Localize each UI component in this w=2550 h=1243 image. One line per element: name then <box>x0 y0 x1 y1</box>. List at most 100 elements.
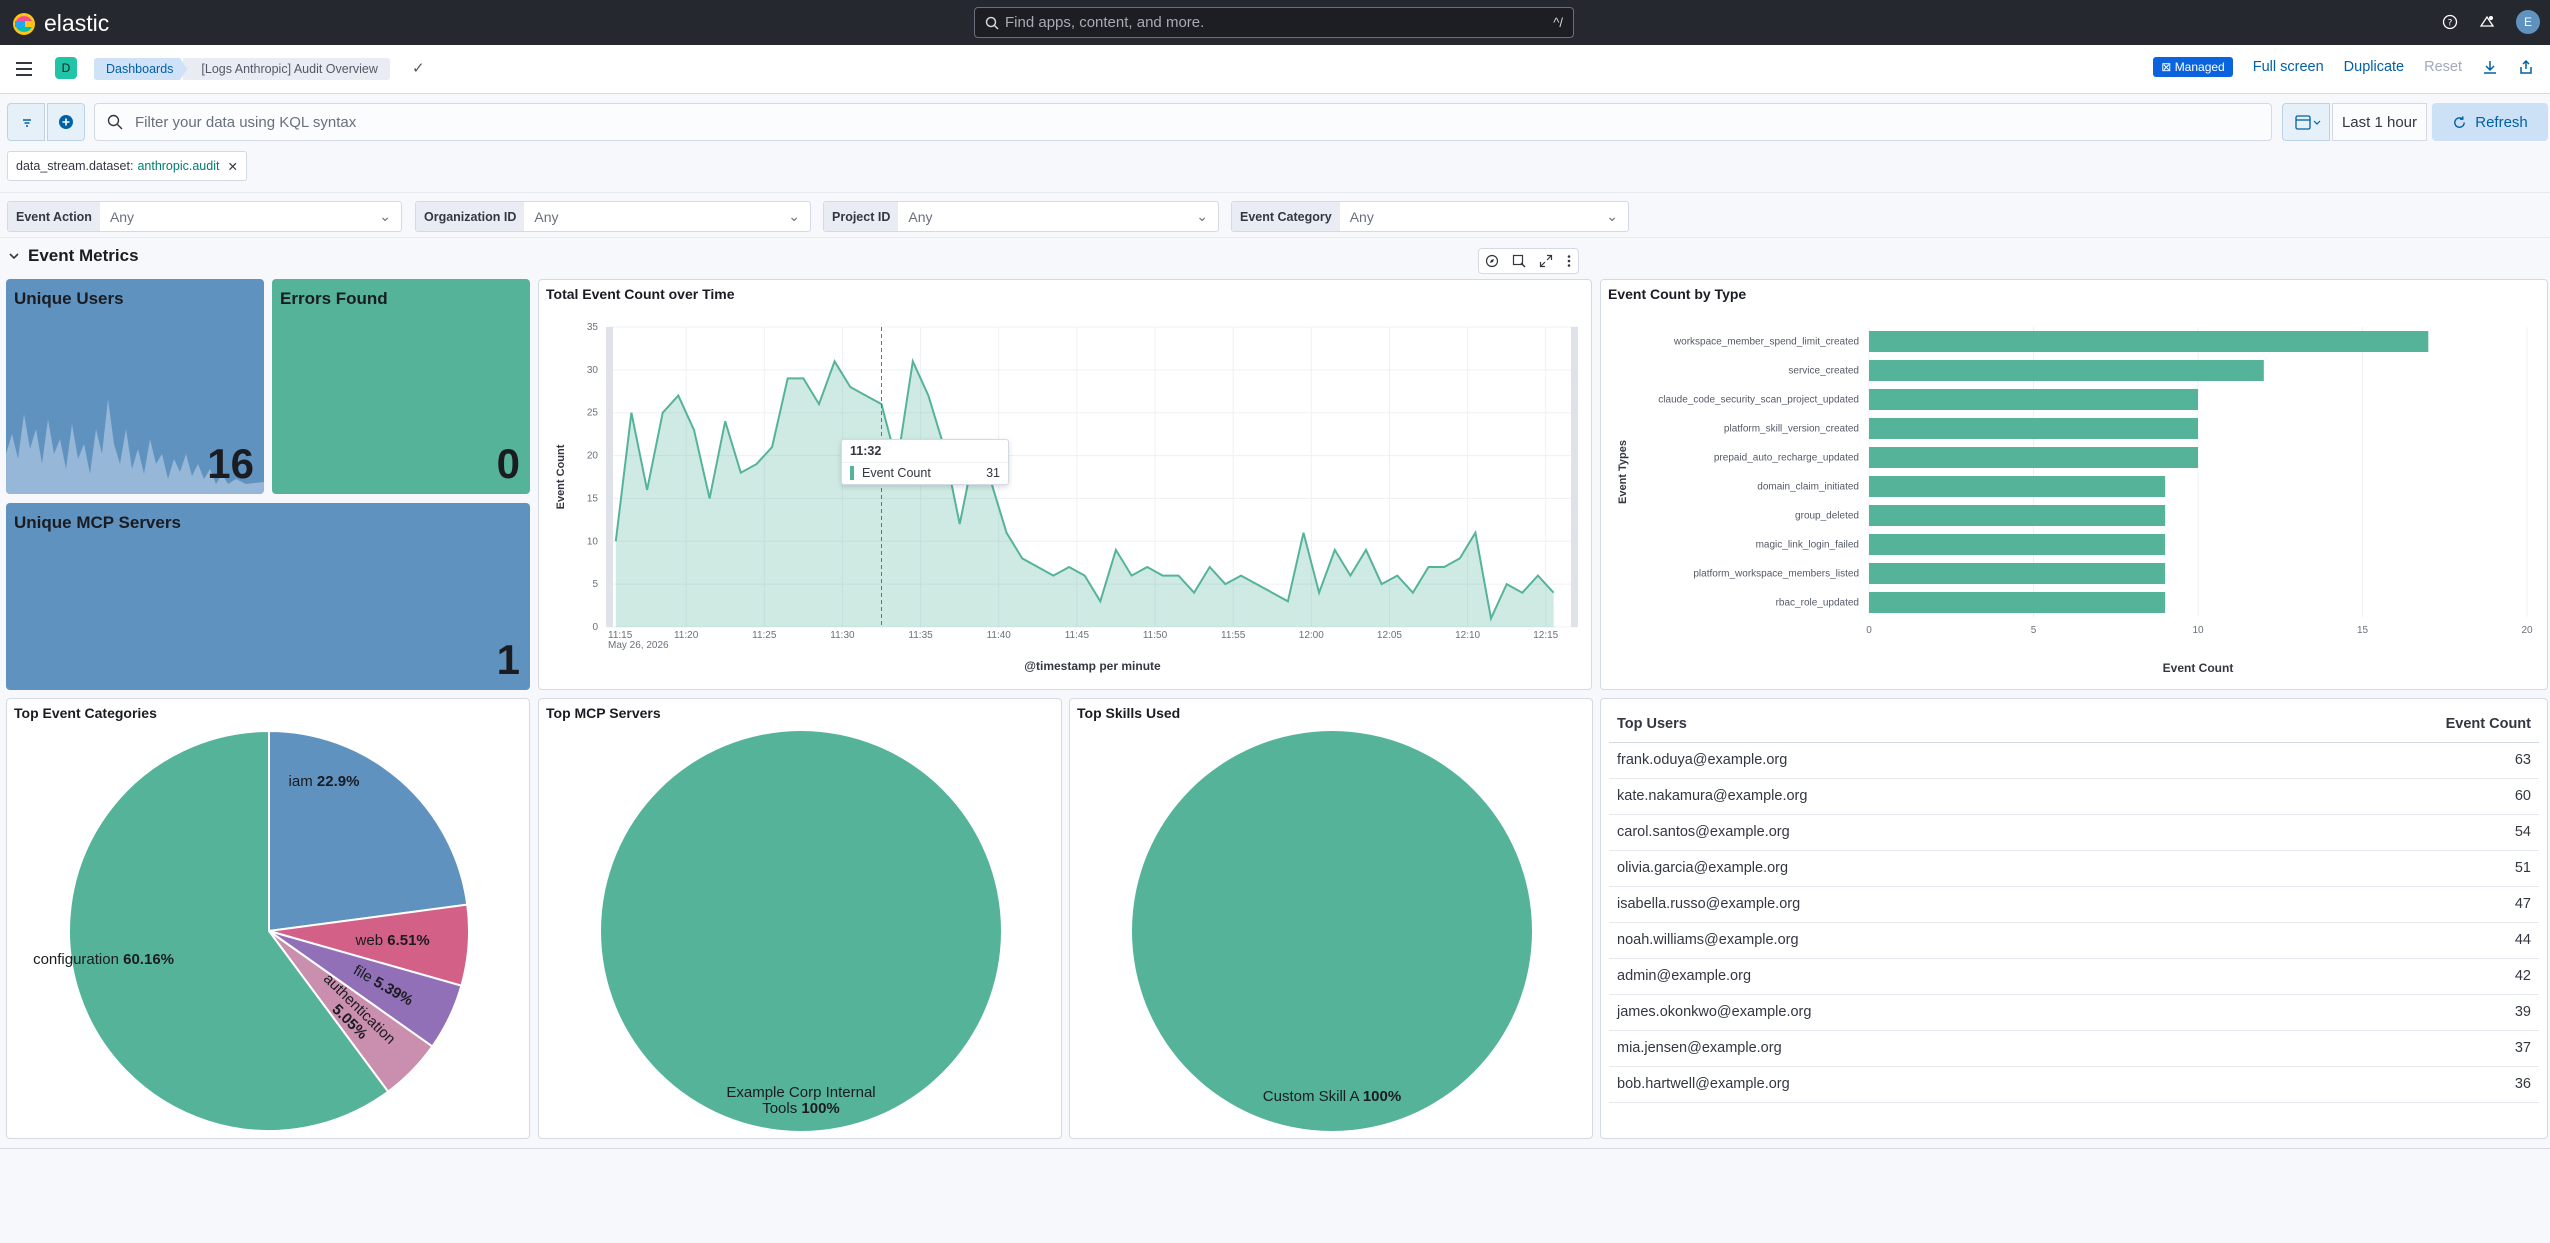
y-category-label: platform_workspace_members_listed <box>1693 569 1859 580</box>
y-tick-label: 25 <box>587 408 599 419</box>
metric-unique-users[interactable]: Unique Users 16 <box>6 279 264 494</box>
panel-title: Top Skills Used <box>1077 705 1181 721</box>
x-tick-label: 11:35 <box>908 630 933 641</box>
control-event-category[interactable]: Event Category Any ⌄ <box>1231 201 1629 232</box>
duplicate-button[interactable]: Duplicate <box>2343 59 2405 75</box>
add-filter-button[interactable] <box>47 103 85 141</box>
x-tick-label: 12:15 <box>1533 630 1558 641</box>
panel-title: Total Event Count over Time <box>546 286 735 302</box>
maximize-icon[interactable] <box>1539 254 1553 268</box>
space-avatar[interactable]: D <box>55 57 77 79</box>
chevron-down-icon <box>9 253 19 260</box>
slice-label: web 6.51% <box>355 932 430 949</box>
full-screen-button[interactable]: Full screen <box>2252 59 2324 75</box>
reset-button[interactable]: Reset <box>2424 59 2462 75</box>
pie-slice <box>268 729 469 933</box>
metric-unique-mcp-servers[interactable]: Unique MCP Servers 1 <box>6 503 530 690</box>
control-label: Event Action <box>8 202 100 231</box>
download-icon[interactable] <box>2482 59 2498 75</box>
table-row[interactable]: frank.oduya@example.org 63 <box>1609 742 2539 779</box>
chart-tooltip: 11:32 Event Count 31 <box>841 439 1009 485</box>
plus-circle-icon <box>59 115 73 129</box>
pie-chart-categories[interactable]: iam 22.9%web 6.51%file 5.39%authenticati… <box>7 699 530 1139</box>
table-row[interactable]: admin@example.org 42 <box>1609 958 2539 995</box>
table-row[interactable]: james.okonkwo@example.org 39 <box>1609 994 2539 1031</box>
refresh-label: Refresh <box>2475 113 2528 131</box>
filter-pill[interactable]: data_stream.dataset: anthropic.audit ✕ <box>7 151 247 181</box>
kql-query-input[interactable]: Filter your data using KQL syntax <box>94 103 2272 141</box>
more-options-icon[interactable] <box>1566 254 1572 268</box>
chevron-down-icon: ⌄ <box>379 208 391 224</box>
x-tick-label: 12:05 <box>1377 630 1402 641</box>
table-row[interactable]: carol.santos@example.org 54 <box>1609 814 2539 851</box>
metric-title: Unique Users <box>14 289 124 308</box>
user-avatar[interactable]: E <box>2516 10 2540 34</box>
panel-top-mcp-servers: Top MCP Servers Example Corp Internal Too… <box>538 698 1062 1139</box>
metric-value: 16 <box>207 440 254 487</box>
panel-title: Event Count by Type <box>1608 286 1747 302</box>
control-value: Any <box>1349 208 1374 225</box>
metric-errors-found[interactable]: Errors Found 0 <box>272 279 530 494</box>
x-tick-label: 11:20 <box>674 630 699 641</box>
x-tick-label: 11:40 <box>987 630 1012 641</box>
range-edge-left <box>606 327 613 627</box>
column-header-top-users[interactable]: Top Users <box>1609 706 2237 743</box>
divider <box>0 1148 2550 1149</box>
column-header-event-count[interactable]: Event Count <box>2236 706 2539 743</box>
news-feed-icon[interactable] <box>2478 14 2496 30</box>
user-email-cell: bob.hartwell@example.org <box>1609 1066 2237 1103</box>
area-chart[interactable]: 11:15 11:20 11:25 11:30 11:35 11:40 11:45 11:50… <box>539 280 1592 690</box>
table-row[interactable]: isabella.russo@example.org 47 <box>1609 886 2539 923</box>
y-category-label: rbac_role_updated <box>1776 598 1859 609</box>
breadcrumb-dashboards[interactable]: Dashboards <box>94 58 188 80</box>
user-email-cell: admin@example.org <box>1609 958 2237 995</box>
x-date-label: May 26, 2026 <box>608 640 669 651</box>
pie-chart-skills[interactable]: Custom Skill A 100% <box>1070 699 1593 1139</box>
brand-name: elastic <box>44 10 110 36</box>
table-row[interactable]: kate.nakamura@example.org 60 <box>1609 778 2539 815</box>
table-row[interactable]: bob.hartwell@example.org 36 <box>1609 1066 2539 1103</box>
control-label: Event Category <box>1232 202 1340 231</box>
chevron-down-icon: ⌄ <box>1196 208 1208 224</box>
area-fill <box>615 361 1554 627</box>
filter-options-button[interactable] <box>7 103 45 141</box>
table-row[interactable]: noah.williams@example.org 44 <box>1609 922 2539 959</box>
saved-check-icon: ✓ <box>412 60 425 77</box>
y-axis-label: Event Count <box>555 444 567 509</box>
help-icon[interactable]: ? <box>2442 14 2458 30</box>
event-count-cell: 47 <box>2236 886 2539 923</box>
table-row[interactable]: olivia.garcia@example.org 51 <box>1609 850 2539 887</box>
section-toggle[interactable]: Event Metrics <box>8 246 139 266</box>
user-email-cell: isabella.russo@example.org <box>1609 886 2237 923</box>
x-tick-label: 5 <box>2031 625 2037 636</box>
panel-top-skills-used: Top Skills Used Custom Skill A 100% <box>1069 698 1593 1139</box>
sparkline <box>6 399 264 494</box>
pie-chart-mcp-servers[interactable]: Example Corp Internal Tools 100% <box>539 699 1062 1139</box>
explore-icon[interactable] <box>1485 254 1499 268</box>
user-email-cell: noah.williams@example.org <box>1609 922 2237 959</box>
managed-badge: ⊠ Managed <box>2153 57 2233 77</box>
bar <box>1869 389 2198 410</box>
bar-chart[interactable]: 0 5 10 15 20 workspace_member_spend_limit_cre… <box>1601 280 2548 690</box>
control-event-action[interactable]: Event Action Any ⌄ <box>7 201 402 232</box>
filter-value: anthropic.audit <box>137 159 220 173</box>
remove-filter-icon[interactable]: ✕ <box>227 159 238 174</box>
event-count-cell: 39 <box>2236 994 2539 1031</box>
date-quick-menu-button[interactable] <box>2282 103 2330 141</box>
svg-text:?: ? <box>2448 19 2453 29</box>
control-project-id[interactable]: Project ID Any ⌄ <box>823 201 1219 232</box>
menu-icon[interactable] <box>16 62 32 76</box>
x-tick-label: 11:25 <box>752 630 777 641</box>
table-row[interactable]: mia.jensen@example.org 37 <box>1609 1030 2539 1067</box>
refresh-button[interactable]: Refresh <box>2432 103 2548 141</box>
time-range-display[interactable]: Last 1 hour <box>2332 103 2427 141</box>
filter-key: data_stream.dataset: <box>16 159 134 173</box>
breadcrumb: Dashboards [Logs Anthropic] Audit Overvi… <box>94 58 390 80</box>
section-title: Event Metrics <box>28 246 139 265</box>
control-organization-id[interactable]: Organization ID Any ⌄ <box>415 201 811 232</box>
inspect-icon[interactable] <box>1512 254 1526 268</box>
global-search-input[interactable]: Find apps, content, and more. ^/ <box>974 7 1574 38</box>
elastic-logo[interactable]: elastic <box>12 10 109 37</box>
share-icon[interactable] <box>2518 59 2534 75</box>
event-count-cell: 54 <box>2236 814 2539 851</box>
